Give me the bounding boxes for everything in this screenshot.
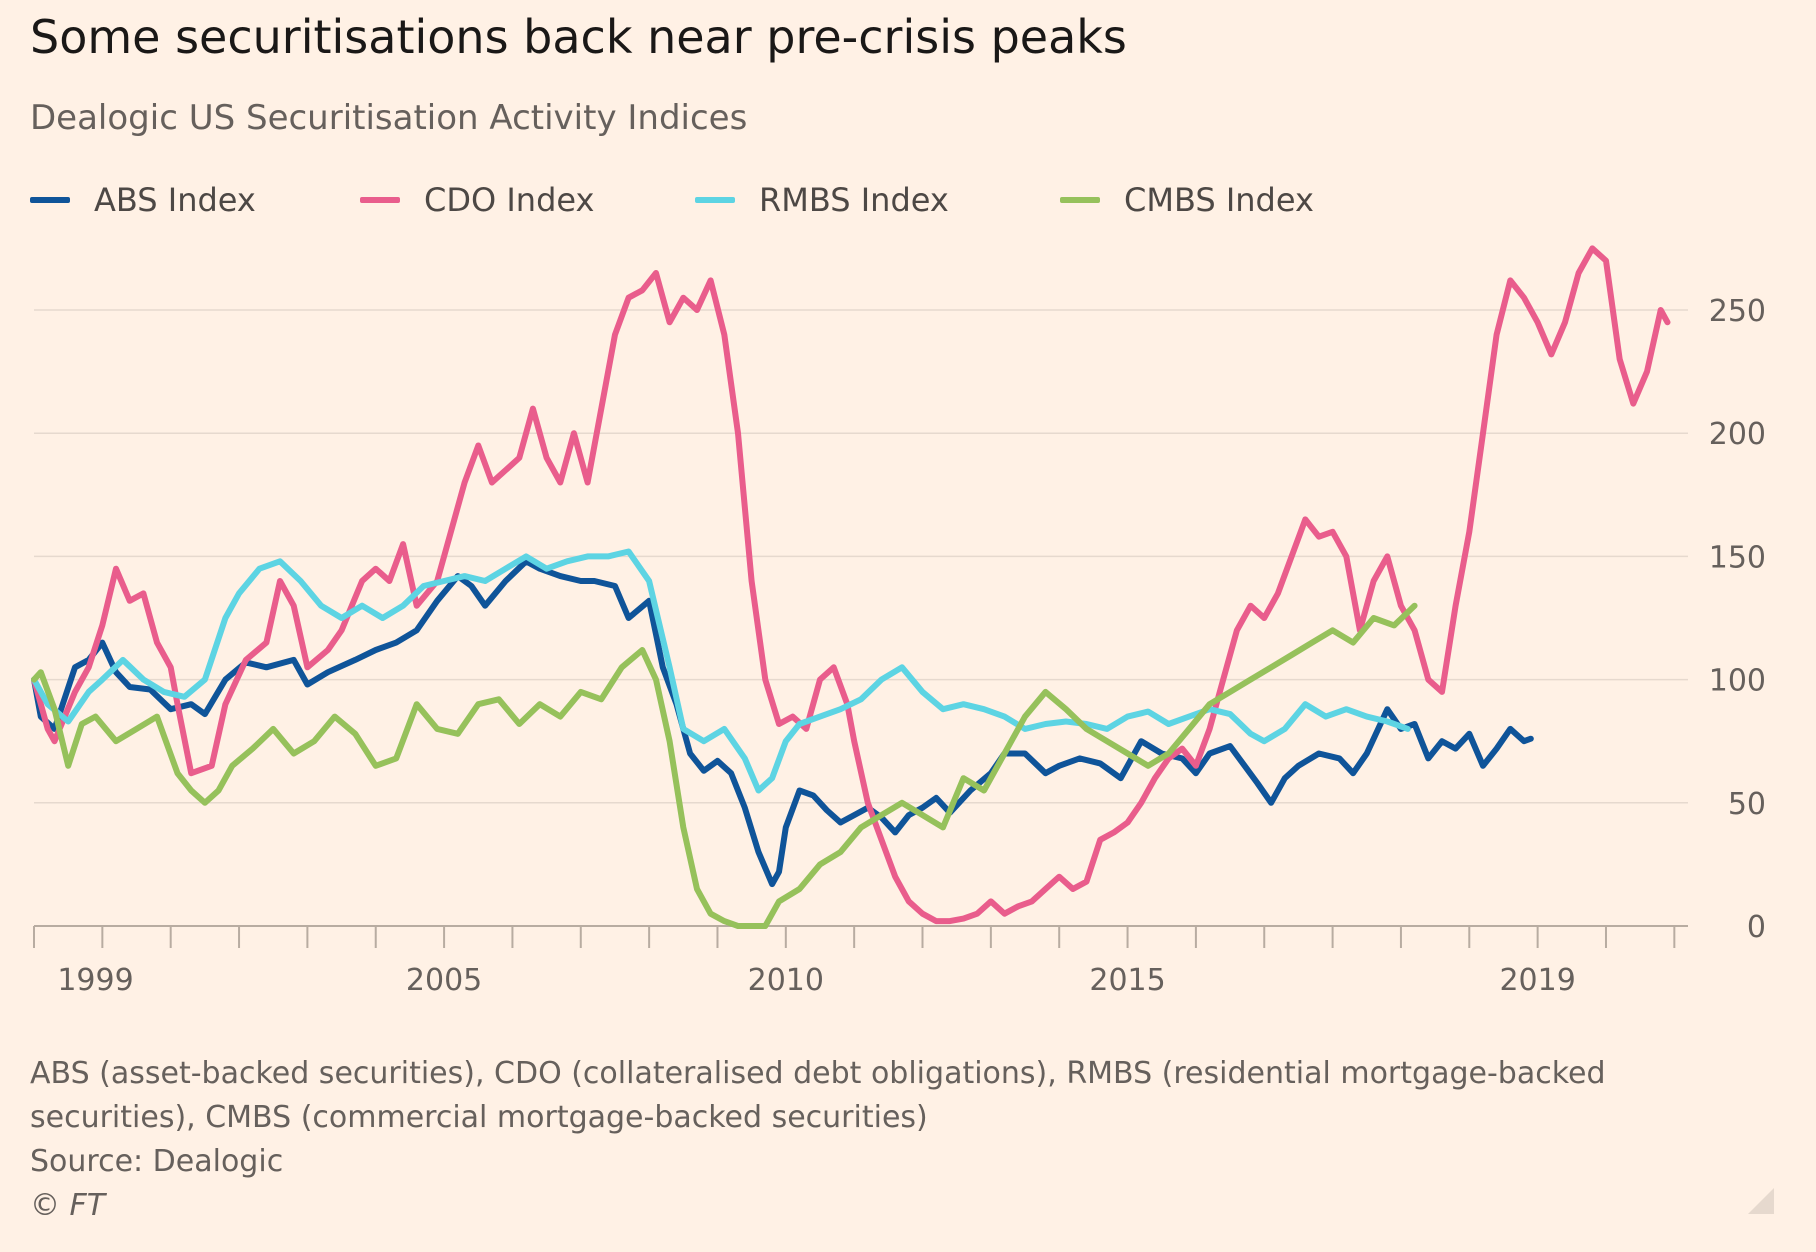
y-tick-label-100: 100 xyxy=(1709,664,1766,699)
chart-title: Some securitisations back near pre-crisi… xyxy=(30,10,1127,64)
x-tick-label-2010: 2010 xyxy=(748,963,824,998)
legend-swatch-cmbs xyxy=(1060,197,1100,203)
ft-credit: © FT xyxy=(30,1188,106,1223)
legend-swatch-abs xyxy=(30,197,70,203)
footnote: ABS (asset-backed securities), CDO (coll… xyxy=(30,1056,1606,1135)
y-tick-label-0: 0 xyxy=(1747,910,1766,945)
legend-item-cmbs: CMBS Index xyxy=(1060,178,1314,222)
resize-handle[interactable] xyxy=(1748,1188,1774,1214)
legend-swatch-rmbs xyxy=(695,197,735,203)
legend-label-cdo: CDO Index xyxy=(424,181,595,219)
footer: ABS (asset-backed securities), CDO (coll… xyxy=(30,1052,1730,1228)
legend-label-rmbs: RMBS Index xyxy=(759,181,949,219)
y-tick-label-150: 150 xyxy=(1709,540,1766,575)
y-tick-label-200: 200 xyxy=(1709,417,1766,452)
source-note: Source: Dealogic xyxy=(30,1144,284,1179)
legend-item-abs: ABS Index xyxy=(30,178,256,222)
legend-label-cmbs: CMBS Index xyxy=(1124,181,1314,219)
x-tick-label-2019: 2019 xyxy=(1499,963,1575,998)
x-tick-label-1999: 1999 xyxy=(57,963,133,998)
x-tick-label-2015: 2015 xyxy=(1089,963,1165,998)
legend-label-abs: ABS Index xyxy=(94,181,256,219)
legend-swatch-cdo xyxy=(360,197,400,203)
legend-item-rmbs: RMBS Index xyxy=(695,178,949,222)
series-line-abs-index xyxy=(31,558,1534,888)
series-line-rmbs-index xyxy=(31,548,1411,794)
chart-subtitle: Dealogic US Securitisation Activity Indi… xyxy=(30,98,748,138)
series-line-cmbs-index xyxy=(31,602,1418,929)
line-chart: 0 50 100 150 200 250 1999 2005 2010 2015 2019 xyxy=(31,245,1766,998)
y-tick-label-250: 250 xyxy=(1709,294,1766,329)
x-tick-label-2005: 2005 xyxy=(406,963,482,998)
legend: ABS Index CDO Index RMBS Index CMBS Inde… xyxy=(30,178,1630,222)
y-tick-label-50: 50 xyxy=(1728,787,1766,822)
legend-item-cdo: CDO Index xyxy=(360,178,594,222)
